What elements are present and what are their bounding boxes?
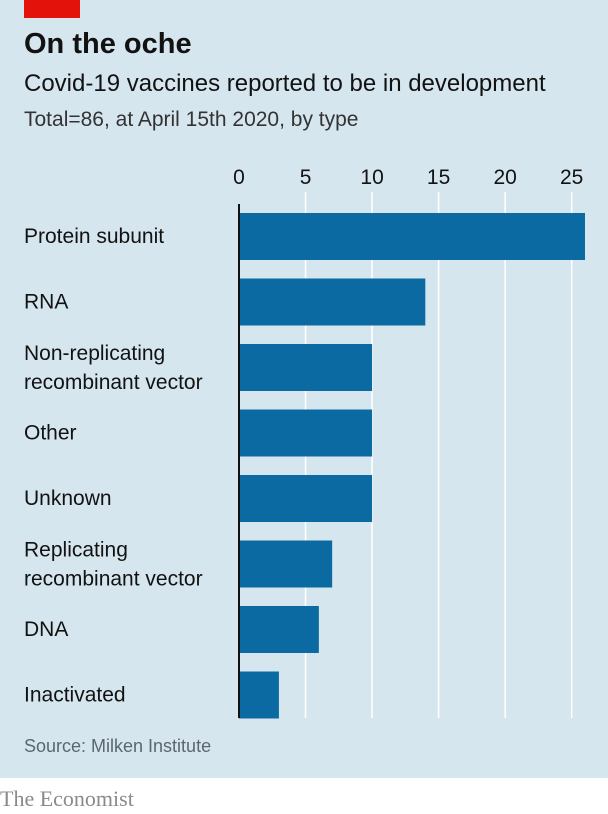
category-label-line: Replicating xyxy=(24,539,128,562)
category-label-5: Replicating recombinant vector xyxy=(24,539,203,591)
x-tick-label-20: 20 xyxy=(493,166,516,189)
chart-panel: On the oche Covid-19 vaccines reported t… xyxy=(0,0,608,778)
category-label-6: DNA xyxy=(24,618,68,641)
chart-subtitle: Covid-19 vaccines reported to be in deve… xyxy=(24,70,546,97)
category-label-7: Inactivated xyxy=(24,684,126,707)
bar-3 xyxy=(239,409,373,457)
brand-tag xyxy=(24,0,80,18)
category-label-line: recombinant vector xyxy=(24,371,203,394)
bar-chart: 0 5 10 15 20 25 Protein subunit RNA Non-replicat… xyxy=(24,166,585,719)
bar-7 xyxy=(239,671,279,719)
category-label-1: RNA xyxy=(24,291,68,314)
x-tick-label-5: 5 xyxy=(300,166,312,189)
bar-6 xyxy=(239,606,319,653)
bar-5 xyxy=(239,540,333,588)
x-tick-label-15: 15 xyxy=(427,166,450,189)
x-tick-label-0: 0 xyxy=(233,166,245,189)
brand-wordmark: The Economist xyxy=(0,786,134,811)
source-note: Source: Milken Institute xyxy=(24,736,212,756)
x-tick-label-25: 25 xyxy=(560,166,583,189)
bar-0 xyxy=(239,213,585,260)
bar-2 xyxy=(239,344,373,391)
bar-4 xyxy=(239,475,373,522)
category-label-2: Non-replicating recombinant vector xyxy=(24,342,203,394)
category-label-4: Unknown xyxy=(24,487,112,510)
bar-1 xyxy=(239,278,426,326)
category-label-line: recombinant vector xyxy=(24,568,203,591)
x-tick-label-10: 10 xyxy=(360,166,383,189)
category-label-0: Protein subunit xyxy=(24,225,164,248)
category-label-line: Non-replicating xyxy=(24,342,165,365)
category-label-3: Other xyxy=(24,422,77,445)
chart-title: On the oche xyxy=(24,28,192,60)
chart-subtitle-detail: Total=86, at April 15th 2020, by type xyxy=(24,108,359,131)
